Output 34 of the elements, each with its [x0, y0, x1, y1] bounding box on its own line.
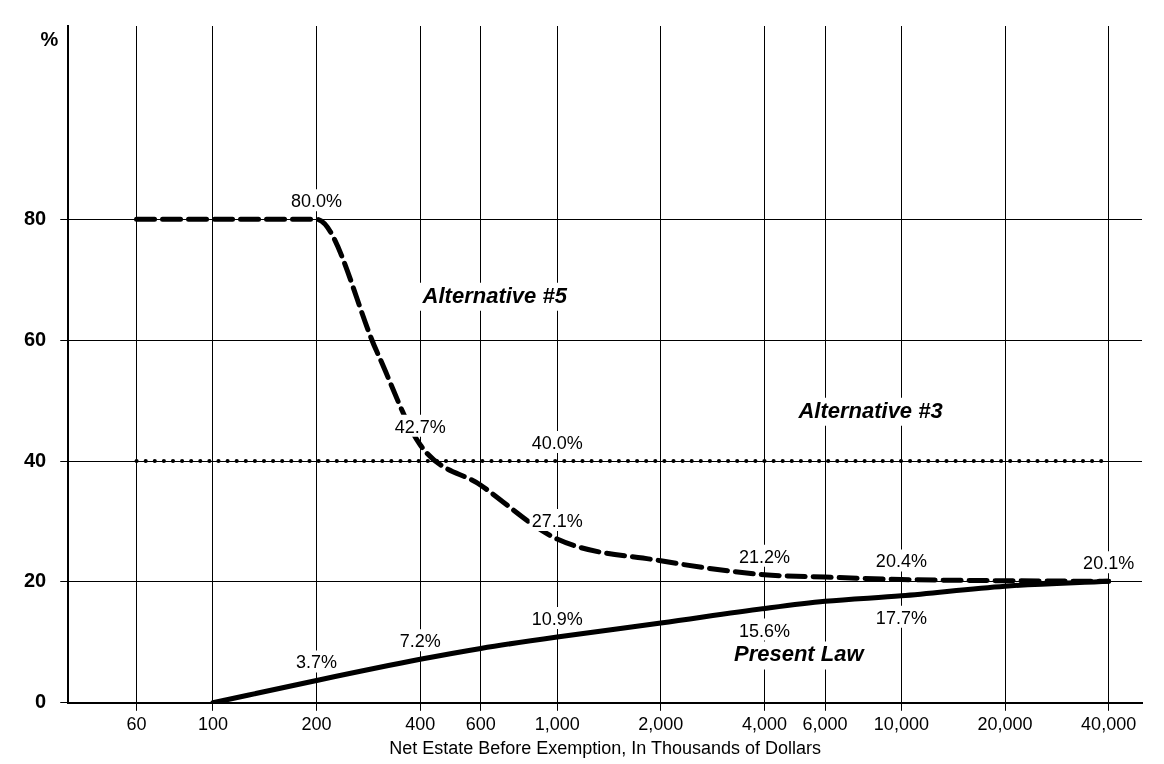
- series-label: Present Law: [733, 641, 866, 667]
- x-tick-label: 10,000: [873, 713, 929, 734]
- y-tick-label: 0: [35, 690, 47, 713]
- x-axis-title: Net Estate Before Exemption, In Thousands of Dollars: [389, 738, 822, 759]
- x-tick-label: 600: [465, 713, 496, 734]
- text: Alternative #5: [421, 282, 568, 308]
- x-tick-label: 4,000: [741, 713, 787, 734]
- data-label: 42.7%: [394, 416, 446, 437]
- y-tick-label: 20: [24, 569, 47, 592]
- x-tick-label: 1,000: [534, 713, 580, 734]
- data-label: 40.0%: [531, 433, 583, 454]
- x-tick-label: 6,000: [802, 713, 848, 734]
- y-tick-label: 80: [24, 206, 47, 229]
- y-tick-label: 40: [24, 448, 47, 471]
- y-tick-label: 60: [24, 327, 47, 350]
- data-label: 3.7%: [296, 652, 338, 673]
- data-label: 10.9%: [531, 608, 583, 629]
- series-label: Alternative #3: [797, 397, 943, 423]
- x-tick-label: 40,000: [1081, 713, 1137, 734]
- y-axis-title: %: [40, 27, 59, 50]
- data-label: 15.6%: [738, 620, 790, 641]
- data-label: 7.2%: [399, 631, 441, 652]
- x-tick-label: 2,000: [638, 713, 684, 734]
- data-label: 27.1%: [531, 511, 583, 532]
- x-tick-label: 400: [405, 713, 436, 734]
- data-label: 80.0%: [291, 191, 343, 212]
- x-tick-label: 100: [197, 713, 228, 734]
- x-tick-label: 60: [126, 713, 147, 734]
- x-tick-label: 200: [301, 713, 332, 734]
- x-tick-label: 20,000: [977, 713, 1033, 734]
- data-label: 17.7%: [875, 607, 927, 628]
- data-label: 20.4%: [875, 551, 927, 572]
- data-label: 21.2%: [738, 546, 790, 567]
- data-label: 20.1%: [1083, 553, 1135, 574]
